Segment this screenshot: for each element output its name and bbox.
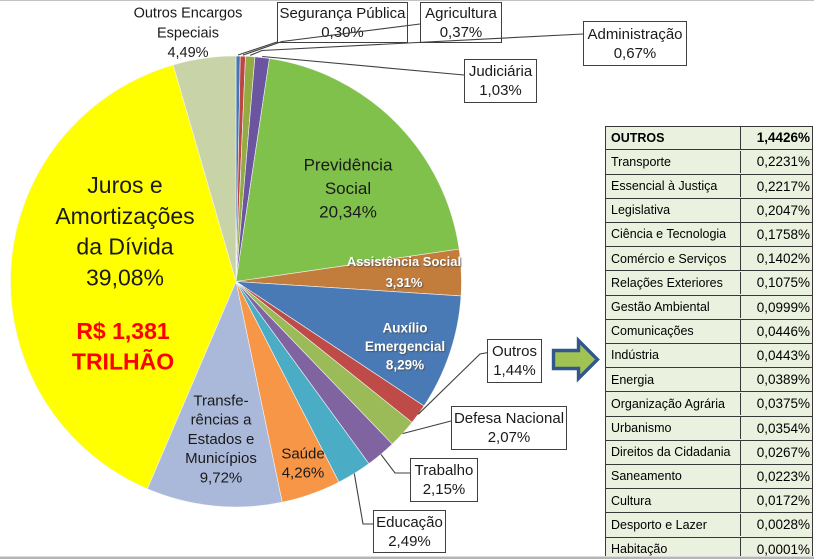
- svg-text:Previdência: Previdência: [304, 156, 393, 175]
- svg-text:4,26%: 4,26%: [282, 465, 325, 482]
- svg-text:8,29%: 8,29%: [386, 358, 424, 373]
- svg-text:R$ 1,381: R$ 1,381: [76, 318, 170, 344]
- svg-text:Emergencial: Emergencial: [365, 339, 445, 354]
- svg-text:Saúde: Saúde: [281, 446, 324, 463]
- svg-text:Assistência Social: Assistência Social: [347, 254, 461, 269]
- svg-text:Auxílio: Auxílio: [382, 321, 427, 336]
- svg-text:4,49%: 4,49%: [167, 45, 208, 61]
- svg-text:Estados e: Estados e: [188, 431, 255, 448]
- svg-text:da Dívida: da Dívida: [76, 234, 173, 260]
- svg-text:9,72%: 9,72%: [200, 469, 243, 486]
- svg-text:Amortizações: Amortizações: [55, 203, 194, 229]
- svg-text:39,08%: 39,08%: [86, 264, 164, 290]
- svg-text:Municípios: Municípios: [185, 450, 257, 467]
- svg-text:Outros Encargos: Outros Encargos: [134, 6, 243, 22]
- svg-text:Juros e: Juros e: [87, 172, 162, 198]
- svg-text:Social: Social: [325, 179, 371, 198]
- svg-text:3,31%: 3,31%: [386, 275, 423, 290]
- svg-text:Especiais: Especiais: [157, 26, 219, 42]
- svg-text:rências a: rências a: [191, 412, 253, 429]
- svg-text:Transfe-: Transfe-: [193, 393, 248, 410]
- svg-text:20,34%: 20,34%: [319, 203, 377, 222]
- svg-text:TRILHÃO: TRILHÃO: [72, 348, 174, 375]
